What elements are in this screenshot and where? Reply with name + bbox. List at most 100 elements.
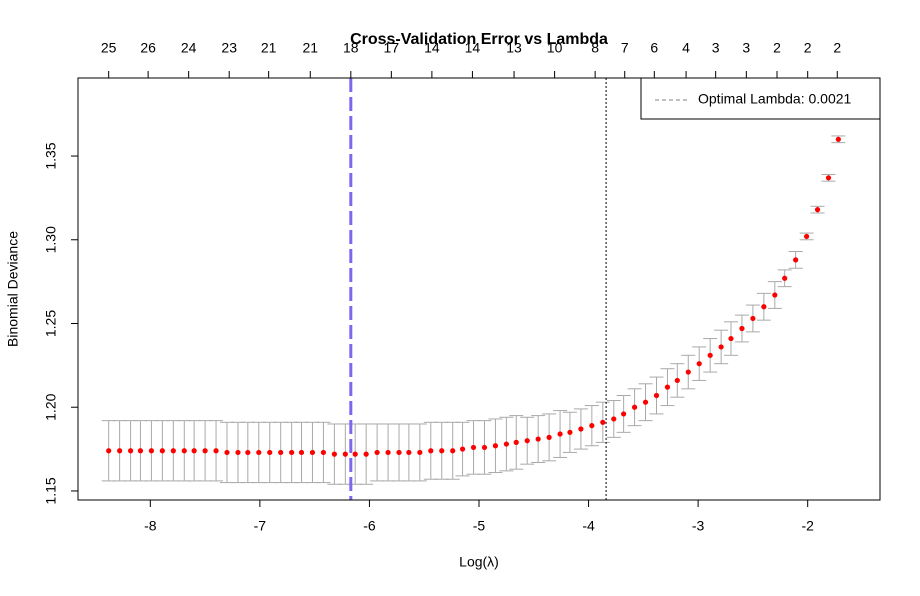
x-tick-label: -4 bbox=[582, 518, 595, 534]
x-tick-label: -6 bbox=[363, 518, 376, 534]
point bbox=[589, 423, 595, 429]
point bbox=[825, 175, 832, 181]
point bbox=[256, 449, 262, 456]
top-tick-label: 23 bbox=[221, 40, 237, 56]
point bbox=[685, 369, 691, 375]
point bbox=[503, 441, 509, 447]
point bbox=[170, 448, 176, 454]
legend-box bbox=[640, 77, 881, 120]
point bbox=[621, 411, 627, 417]
point bbox=[835, 136, 841, 142]
x-tick-label: -5 bbox=[473, 518, 486, 534]
top-tick-label: 13 bbox=[506, 40, 522, 56]
point bbox=[127, 448, 134, 454]
point bbox=[267, 449, 273, 456]
point bbox=[342, 451, 348, 457]
point bbox=[492, 443, 499, 449]
top-tick-label: 3 bbox=[742, 40, 750, 56]
y-axis-label: Binomial Deviance bbox=[5, 231, 21, 347]
top-tick-label: 26 bbox=[140, 40, 156, 56]
point bbox=[803, 233, 810, 240]
y-tick-label: 1.15 bbox=[43, 477, 59, 504]
top-tick-label: 18 bbox=[343, 40, 359, 56]
x-tick-label: -3 bbox=[692, 518, 705, 534]
point bbox=[117, 448, 123, 454]
point bbox=[524, 438, 530, 444]
point bbox=[298, 449, 305, 456]
point bbox=[309, 449, 316, 456]
x-tick-label: -8 bbox=[144, 518, 157, 534]
point bbox=[481, 444, 488, 451]
point bbox=[191, 448, 197, 454]
point bbox=[631, 404, 638, 410]
x-axis-label: Log(λ) bbox=[459, 554, 499, 570]
plot-frame bbox=[77, 77, 881, 501]
top-tick-label: 6 bbox=[650, 40, 658, 56]
point bbox=[235, 449, 241, 456]
point bbox=[793, 257, 799, 263]
point bbox=[696, 361, 702, 367]
top-tick-label: 14 bbox=[424, 40, 440, 56]
point bbox=[782, 275, 788, 281]
point bbox=[459, 446, 466, 452]
point bbox=[450, 448, 456, 454]
point bbox=[600, 419, 606, 425]
x-tick-label: -2 bbox=[801, 518, 814, 534]
point bbox=[417, 449, 423, 456]
point bbox=[814, 207, 821, 213]
top-tick-label: 2 bbox=[804, 40, 812, 56]
point bbox=[513, 439, 519, 445]
point bbox=[535, 436, 541, 442]
top-tick-label: 21 bbox=[261, 40, 277, 56]
y-tick-label: 1.35 bbox=[43, 142, 59, 169]
point bbox=[213, 448, 219, 454]
point bbox=[718, 344, 724, 350]
top-tick-label: 2 bbox=[833, 40, 841, 56]
point bbox=[181, 448, 187, 454]
point bbox=[546, 434, 552, 440]
top-tick-label: 14 bbox=[465, 40, 481, 56]
top-tick-label: 24 bbox=[181, 40, 197, 56]
point bbox=[470, 444, 477, 451]
point bbox=[439, 448, 445, 454]
point bbox=[224, 449, 230, 456]
top-tick-label: 17 bbox=[384, 40, 400, 56]
point bbox=[707, 352, 713, 358]
point bbox=[406, 449, 412, 456]
point bbox=[761, 304, 767, 310]
chart-title: Cross-Validation Error vs Lambda bbox=[350, 31, 608, 48]
point bbox=[772, 292, 778, 298]
point bbox=[289, 449, 295, 456]
point bbox=[567, 429, 573, 435]
y-tick-label: 1.25 bbox=[43, 310, 59, 337]
point bbox=[642, 399, 649, 405]
point bbox=[363, 451, 369, 457]
x-tick-label: -7 bbox=[254, 518, 267, 534]
point bbox=[148, 448, 155, 454]
point bbox=[674, 377, 680, 384]
point bbox=[137, 448, 144, 454]
y-tick-label: 1.20 bbox=[43, 393, 59, 420]
top-tick-label: 4 bbox=[682, 40, 690, 56]
top-tick-label: 7 bbox=[621, 40, 629, 56]
top-tick-label: 2 bbox=[773, 40, 781, 56]
point bbox=[320, 449, 327, 456]
point bbox=[739, 325, 745, 332]
point bbox=[557, 431, 563, 437]
point bbox=[428, 448, 434, 454]
point bbox=[331, 451, 337, 457]
point bbox=[159, 448, 165, 454]
point bbox=[352, 451, 358, 457]
top-tick-label: 10 bbox=[547, 40, 563, 56]
point bbox=[750, 315, 756, 322]
point bbox=[245, 449, 251, 456]
point bbox=[611, 416, 617, 422]
top-tick-label: 21 bbox=[302, 40, 318, 56]
point bbox=[106, 448, 112, 454]
legend-label: Optimal Lambda: 0.0021 bbox=[698, 91, 852, 107]
point bbox=[653, 392, 660, 399]
point bbox=[396, 449, 402, 456]
point bbox=[664, 384, 671, 390]
point bbox=[202, 448, 208, 454]
